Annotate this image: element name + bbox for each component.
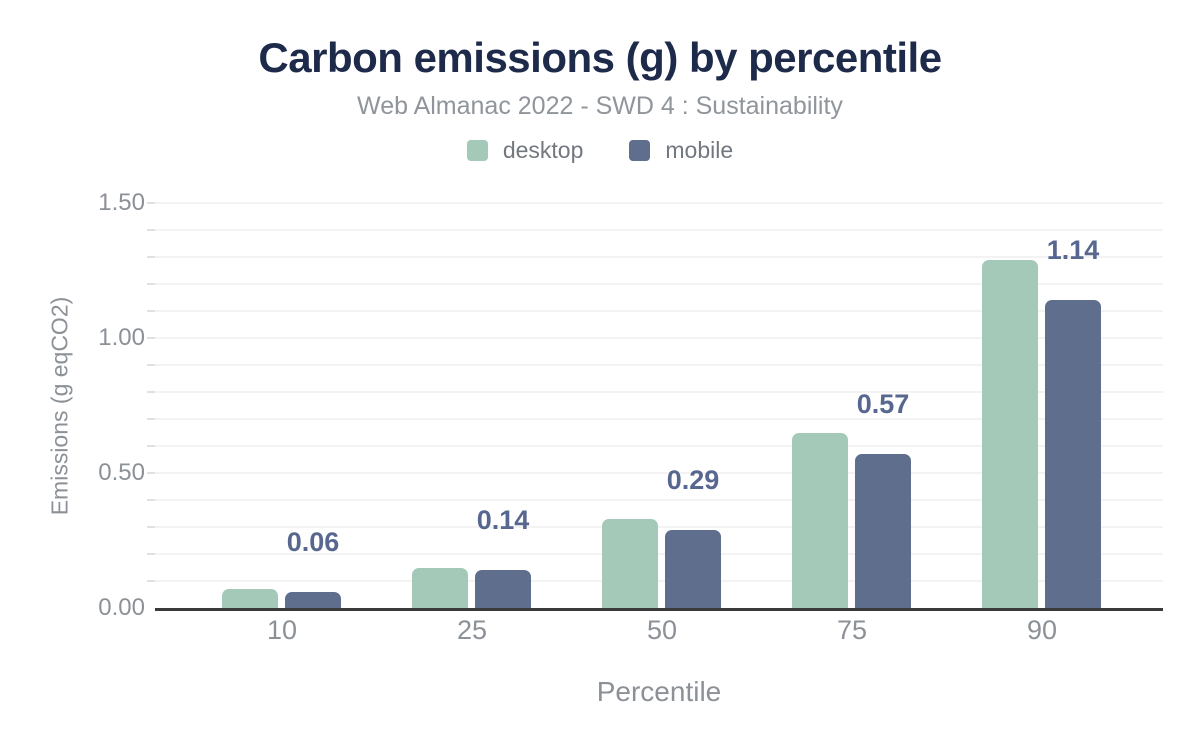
x-axis-tick-label: 10 <box>266 615 298 645</box>
legend-swatch-desktop <box>466 140 488 161</box>
gridline <box>155 553 1163 555</box>
y-axis-minor-tick <box>147 526 155 528</box>
y-axis-minor-tick <box>147 283 155 285</box>
legend-item-desktop[interactable]: desktop <box>466 137 584 164</box>
y-axis-tick-label: 0.00 <box>98 594 145 621</box>
mobile-bar-p25[interactable] <box>475 570 531 608</box>
y-axis-minor-tick <box>147 445 155 447</box>
y-axis-minor-tick <box>147 256 155 258</box>
mobile-bar-p10[interactable] <box>285 591 341 608</box>
desktop-bar-p50[interactable] <box>602 518 658 608</box>
gridline <box>155 202 1163 204</box>
x-axis-tick-label: 90 <box>1026 615 1058 645</box>
y-axis-minor-tick <box>147 229 155 231</box>
bar-value-label: 0.06 <box>286 526 340 557</box>
gridline <box>155 229 1163 231</box>
y-axis-minor-tick <box>147 499 155 501</box>
legend-label: desktop <box>502 137 584 163</box>
gridline <box>155 256 1163 258</box>
plot-area: 0.00 0.50 1.00 1.50 0.06 0.14 0.29 0.57 1.14 <box>98 190 1163 621</box>
gridline <box>155 472 1163 474</box>
desktop-bar-p90[interactable] <box>982 259 1038 608</box>
y-axis-minor-tick <box>147 310 155 312</box>
gridline <box>155 418 1163 420</box>
x-axis-tick-label: 50 <box>646 615 678 645</box>
gridline <box>155 580 1163 582</box>
chart-subtitle: Web Almanac 2022 - SWD 4 : Sustainabilit… <box>357 92 843 120</box>
mobile-bar-p90[interactable] <box>1045 300 1101 608</box>
y-axis-minor-tick <box>147 391 155 393</box>
y-axis-minor-tick <box>147 364 155 366</box>
y-axis-minor-tick <box>147 202 155 204</box>
gridline <box>155 310 1163 312</box>
mobile-bar-p50[interactable] <box>665 529 721 608</box>
y-axis-tick-label: 1.00 <box>98 324 145 351</box>
legend-label: mobile <box>665 137 734 163</box>
x-axis-tick-label: 75 <box>836 615 868 645</box>
bar-value-label: 0.29 <box>666 464 720 495</box>
y-axis-minor-tick <box>147 553 155 555</box>
y-axis-tick-label: 0.50 <box>98 459 145 486</box>
gridline <box>155 283 1163 285</box>
bar-value-label: 0.57 <box>856 389 910 420</box>
x-axis-tick-label: 25 <box>456 615 488 645</box>
x-axis-title: Percentile <box>596 676 722 707</box>
gridline <box>155 499 1163 501</box>
gridline <box>155 337 1163 339</box>
legend: desktop mobile <box>0 137 1200 164</box>
bar-value-label: 1.14 <box>1046 235 1100 266</box>
y-axis-minor-tick <box>147 337 155 339</box>
desktop-bar-p10[interactable] <box>222 589 278 608</box>
chart-title: Carbon emissions (g) by percentile <box>258 34 942 81</box>
y-axis-title: Emissions (g eqCO2) <box>46 296 73 516</box>
gridline <box>155 391 1163 393</box>
desktop-bar-p25[interactable] <box>412 567 468 608</box>
y-axis-minor-tick <box>147 418 155 420</box>
bar-value-label: 0.14 <box>476 505 530 536</box>
y-axis-minor-tick <box>147 580 155 582</box>
gridline <box>155 364 1163 366</box>
y-axis-minor-tick <box>147 472 155 474</box>
gridline <box>155 526 1163 528</box>
y-axis-tick-label: 1.50 <box>98 189 145 216</box>
desktop-bar-p75[interactable] <box>792 432 848 608</box>
mobile-bar-p75[interactable] <box>855 454 911 608</box>
legend-item-mobile[interactable]: mobile <box>629 137 733 164</box>
gridline <box>155 445 1163 447</box>
legend-swatch-mobile <box>629 140 651 161</box>
